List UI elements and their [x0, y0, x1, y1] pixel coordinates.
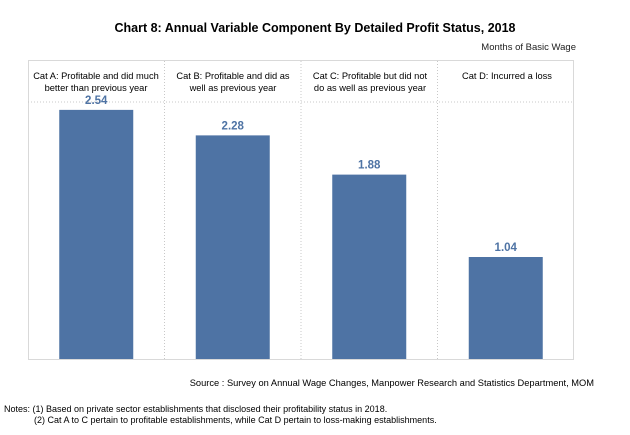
category-label-c: Cat C: Profitable but did not do as well…: [312, 71, 428, 93]
y-unit-label: Months of Basic Wage: [481, 42, 576, 53]
bar: [195, 135, 270, 359]
source-note: Source : Survey on Annual Wage Changes, …: [189, 378, 594, 388]
bar: [59, 109, 134, 359]
category-label-d: Cat D: Incurred a loss: [462, 71, 552, 81]
bar: [468, 257, 543, 359]
category-label-a: Cat A: Profitable and did much better th…: [33, 71, 159, 93]
note-1: Notes: (1) Based on private sector estab…: [4, 404, 388, 414]
data-label: 2.54: [85, 95, 108, 107]
data-label: 1.04: [495, 242, 518, 254]
chart-frame: [28, 60, 574, 360]
notes: Notes: (1) Based on private sector estab…: [4, 404, 437, 426]
data-label: 1.88: [358, 160, 381, 172]
bar: [332, 174, 407, 359]
chart-title: Chart 8: Annual Variable Component By De…: [114, 21, 516, 35]
note-2: (2) Cat A to C pertain to profitable est…: [34, 415, 437, 425]
data-label: 2.28: [222, 120, 245, 132]
category-label-b: Cat B: Profitable and did as well as pre…: [176, 71, 290, 93]
